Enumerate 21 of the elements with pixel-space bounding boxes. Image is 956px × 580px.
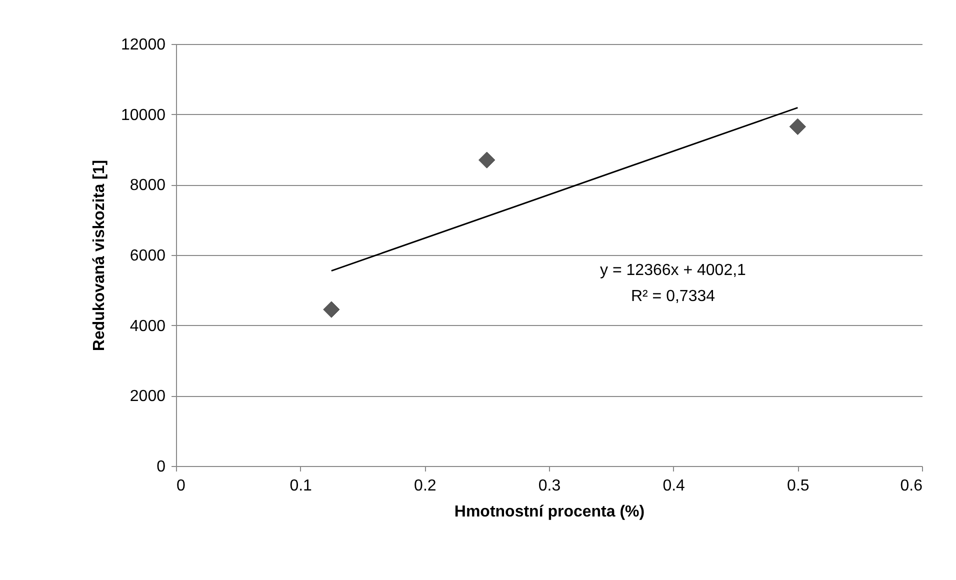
y-axis-title: Redukovaná viskozita [1] [91,160,108,352]
y-tick-label: 6000 [130,248,166,264]
y-tick-label: 12000 [121,36,166,54]
point [323,301,340,318]
annotation: y = 12366x + 4002,1 [600,262,746,279]
point [478,152,496,168]
x-tick-label: 0.3 [538,478,561,494]
point [789,118,806,135]
y-tick-label: 0 [156,458,166,476]
y-tick-label: 10000 [121,106,166,124]
x-tick-label: 0.2 [414,478,436,494]
x-tick-label: 0.6 [900,478,923,494]
x-tick-label: 0 [176,478,186,494]
annotation: R² = 0,7334 [630,288,716,305]
y-tick-label: 2000 [130,388,166,406]
x-tick-label: 0.1 [290,478,312,494]
x-tick-label: 0.4 [662,478,686,494]
x-axis-title: Hmotnostní procenta (%) [454,504,645,520]
y-tick-label: 4000 [130,318,166,335]
x-tick-label: 0.5 [787,478,810,494]
y-tick-label: 8000 [130,177,166,194]
